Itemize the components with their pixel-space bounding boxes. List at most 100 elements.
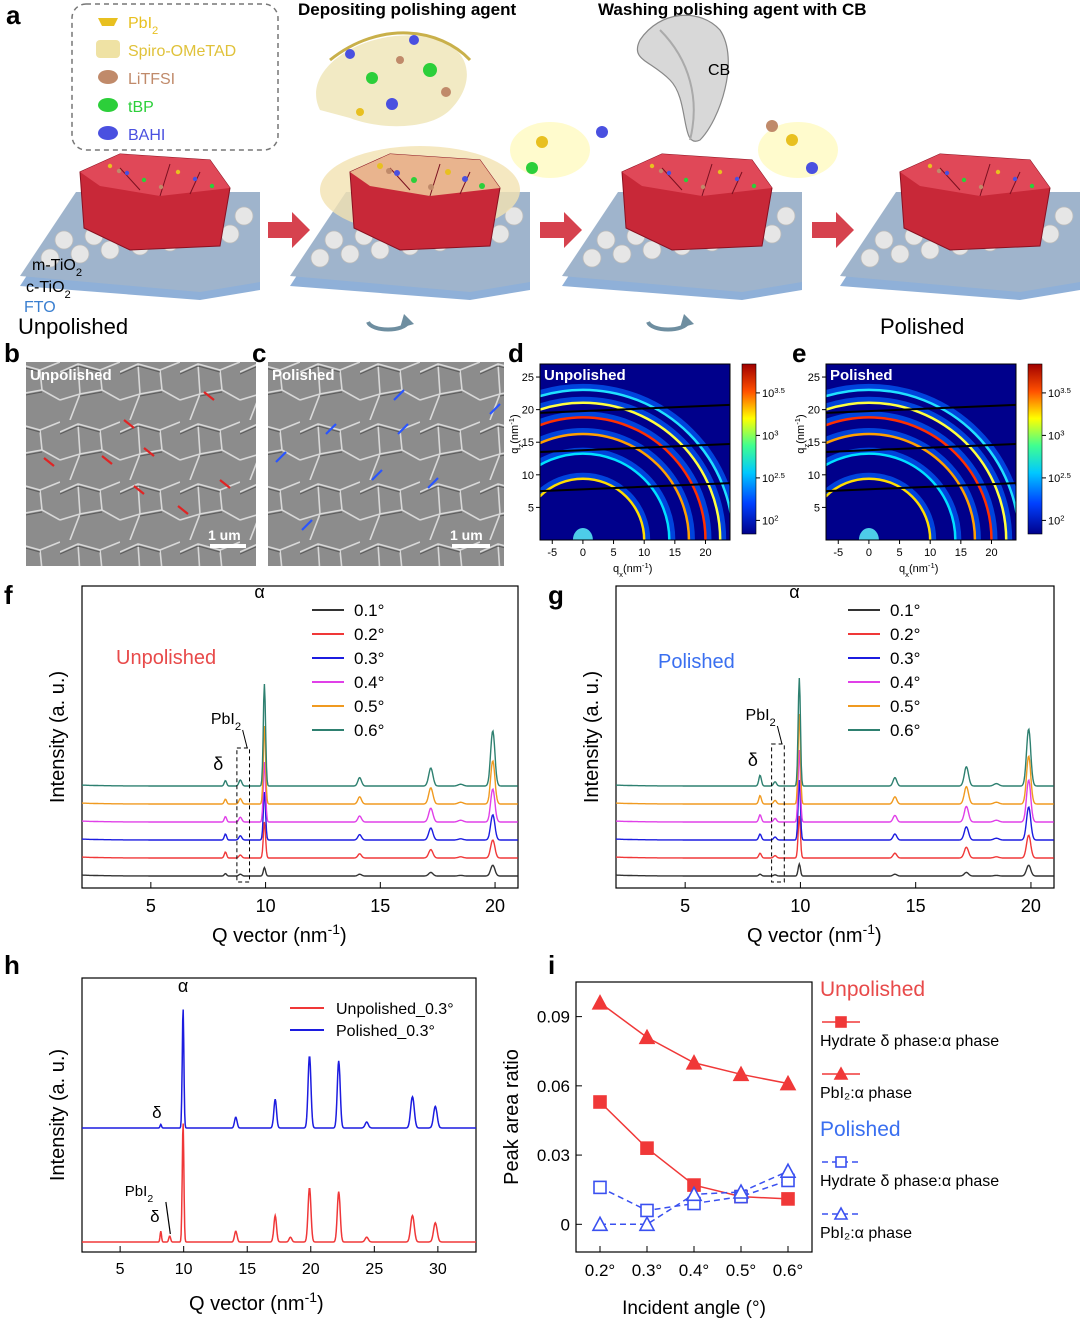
- detector-gap: [826, 443, 1016, 453]
- panel-i: i 0.2° 0.3° 0.4° 0.5° 0.6° 0 0.03 0.06 0.09 Unpol…: [501, 950, 999, 1319]
- x-tick-label: 30: [429, 1261, 447, 1278]
- text-span: 3.5: [774, 385, 785, 394]
- text-span: 10: [762, 388, 774, 400]
- diffraction-ring-halo: [826, 411, 998, 540]
- x-tick-label: 0.4°: [679, 1261, 709, 1280]
- molecule-dot: [377, 163, 383, 169]
- device-stack-3: [510, 120, 838, 300]
- x-tick-label: 0: [866, 547, 872, 559]
- legend-label: 0.3°: [890, 649, 920, 668]
- peak-area-ratio-chart: 0.2° 0.3° 0.4° 0.5° 0.6° 0 0.03 0.06 0.09 Unpolis…: [501, 978, 999, 1319]
- xrd-chart-unpolished: 5 10 15 20 0.1° 0.2° 0.3° 0.4° 0.5° 0.6° α δ PbI2 Unp…: [47, 582, 519, 947]
- x-tick-label: 25: [365, 1261, 383, 1278]
- defect-arrow: [203, 391, 215, 401]
- molecule-dot: [666, 170, 672, 176]
- molecule-dot: [428, 184, 434, 190]
- legend-box: [71, 3, 279, 151]
- y-tick-label: 15: [522, 437, 534, 449]
- arrow-step-2: [540, 212, 582, 248]
- wash-glow: [510, 122, 590, 178]
- text-span: 2: [770, 717, 776, 729]
- legend-group-title: Unpolished: [820, 978, 925, 1001]
- defect-arrow: [325, 423, 337, 435]
- molecule-dot: [386, 168, 392, 174]
- tio2-nanoparticle: [234, 206, 254, 226]
- y-tick-label: 0.03: [537, 1146, 570, 1165]
- pbi2-arrow: [776, 725, 783, 745]
- icon-shape: [98, 70, 118, 84]
- text-span: z: [516, 444, 525, 448]
- defect-arrow: [301, 519, 313, 531]
- text-span: q: [795, 448, 807, 454]
- x-axis-label: qx(nm-1): [899, 561, 938, 579]
- washed-molecule: [766, 120, 778, 132]
- x-tick-label: 10: [638, 547, 650, 559]
- perovskite-top: [900, 154, 1050, 196]
- text-span: m-TiO: [32, 257, 76, 274]
- marker-square: [593, 1095, 607, 1109]
- legend-label: 0.1°: [354, 601, 384, 620]
- delta-peak-label-unpolished: δ: [150, 1207, 159, 1226]
- y-tick-label: 15: [808, 437, 820, 449]
- scale-bar-b: [210, 544, 246, 548]
- x-tick-label: 10: [256, 896, 276, 916]
- tio2-nanoparticle: [370, 240, 390, 260]
- y-tick-label: 25: [522, 372, 534, 384]
- x-tick-label: 20: [699, 547, 711, 559]
- washed-molecule: [806, 162, 818, 174]
- molecule-dot: [683, 177, 689, 183]
- spin-coating-icon: [366, 314, 694, 332]
- marker-triangle: [833, 1206, 849, 1220]
- text-span: FTO: [24, 299, 56, 316]
- detector-gap: [540, 403, 730, 414]
- molecule-dot: [927, 163, 933, 169]
- panel-b: b Unpolished 1 um: [4, 338, 256, 566]
- icon-shape: [98, 126, 118, 140]
- xrd-curve-0.3°: [616, 779, 1054, 841]
- molecule-dot: [658, 168, 664, 174]
- molecule-dot: [394, 170, 400, 176]
- detector-gap: [826, 482, 1016, 493]
- tbp-icon: [98, 98, 118, 112]
- grain-boundary: [661, 163, 743, 197]
- xrd-curve-0.6°: [616, 677, 1054, 787]
- text-span: c-TiO: [26, 279, 65, 296]
- text-span: -1: [863, 921, 876, 937]
- y-tick-label: 0: [561, 1215, 570, 1234]
- grain-boundary: [389, 163, 471, 197]
- molecule-dot: [192, 176, 198, 182]
- text-span: q: [613, 563, 619, 575]
- pbi2-region-box: [771, 743, 785, 883]
- text-span: 10: [762, 515, 774, 527]
- defect-arrow: [219, 479, 231, 489]
- polishing-agent-splash: [316, 31, 472, 127]
- chart-title: Unpolished: [116, 647, 216, 669]
- diffraction-ring-halo: [540, 383, 730, 511]
- text-span: x: [619, 570, 623, 579]
- tio2-nanoparticle: [220, 224, 240, 244]
- marker-triangle: [638, 1028, 656, 1045]
- xrd-curve-0.4°: [82, 761, 518, 823]
- molecule-dot: [700, 184, 706, 190]
- sem-title-polished: Polished: [272, 367, 335, 384]
- y-tick-label: 25: [808, 372, 820, 384]
- molecule-dot: [462, 176, 468, 182]
- legend-label-bahi: BAHI: [128, 127, 165, 144]
- colorbar: [741, 363, 757, 535]
- legend-label: 0.1°: [890, 601, 920, 620]
- text-span: 10: [762, 473, 774, 485]
- text-span: 3: [774, 428, 778, 437]
- x-tick-label: 5: [146, 896, 156, 916]
- plot-frame: [81, 977, 477, 1253]
- panel-label-c: c: [252, 338, 266, 368]
- panel-f: f 5 10 15 20 0.1° 0.2° 0.3° 0.4° 0.5° 0.6° α δ PbI2 U…: [4, 580, 519, 947]
- text-span: 3.5: [1060, 385, 1071, 394]
- molecule-dot: [116, 168, 122, 174]
- diffraction-ring: [540, 432, 691, 540]
- x-tick-label: 10: [924, 547, 936, 559]
- bahi-icon: [98, 126, 118, 140]
- step2-title: Depositing polishing agent: [298, 0, 517, 19]
- colorbar-tick-label: 102.5: [1048, 470, 1071, 485]
- diffraction-ring-halo: [826, 472, 937, 540]
